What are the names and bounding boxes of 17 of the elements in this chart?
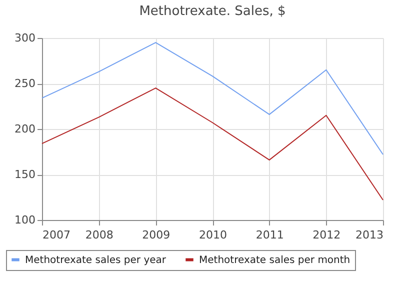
x-tick-label: 2013 [356, 228, 384, 242]
x-tick-label: 2007 [42, 228, 70, 242]
x-tick-label: 2010 [199, 228, 227, 242]
x-tick-label: 2011 [256, 228, 284, 242]
legend-label: Methotrexate sales per month [199, 254, 350, 266]
x-tick-label: 2009 [142, 228, 170, 242]
x-tick-label: 2012 [312, 228, 341, 242]
y-tick-label: 250 [14, 77, 36, 90]
legend-label: Methotrexate sales per year [25, 254, 167, 266]
line-series [42, 42, 384, 155]
chart-title: Methotrexate. Sales, $ [139, 4, 286, 19]
x-tick-label: 2008 [85, 228, 114, 242]
line-series [42, 88, 384, 200]
y-tick-label: 100 [14, 214, 36, 226]
y-tick-label: 300 [14, 32, 36, 44]
y-tick-label: 150 [14, 168, 36, 181]
y-tick-label: 200 [14, 122, 36, 136]
